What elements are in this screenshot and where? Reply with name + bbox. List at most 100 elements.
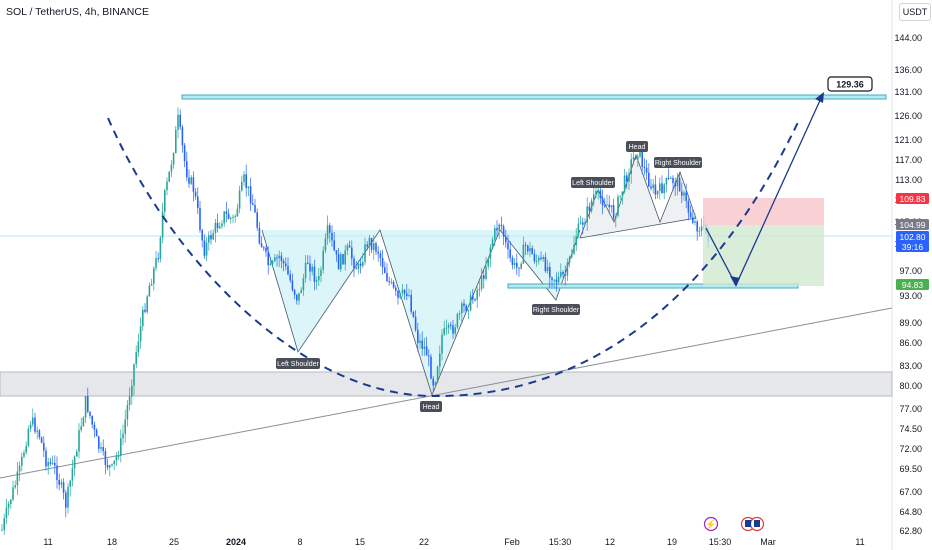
candle-body xyxy=(428,355,430,357)
candle-body xyxy=(18,465,21,472)
candle-body xyxy=(663,184,665,194)
candle-body xyxy=(639,150,641,157)
candle-body xyxy=(597,190,599,192)
candle-body xyxy=(698,230,701,232)
candle-body xyxy=(555,279,558,283)
lightning-event-icon[interactable] xyxy=(703,516,719,532)
candle-body xyxy=(571,253,573,258)
candle-body xyxy=(313,266,316,282)
flag-detail-1 xyxy=(745,520,751,527)
candle-body xyxy=(245,174,247,188)
candle-body xyxy=(271,261,274,264)
candle-body xyxy=(491,239,494,248)
candle-body xyxy=(280,255,283,261)
candle-body xyxy=(60,482,63,485)
candle-body xyxy=(197,196,199,209)
candle-body xyxy=(650,186,652,189)
candle-body xyxy=(454,327,456,334)
candle-body xyxy=(300,290,302,293)
candle-body xyxy=(234,216,236,218)
candle-body xyxy=(139,326,142,342)
candle-body xyxy=(216,222,219,229)
candle-body xyxy=(397,290,399,298)
candle-body xyxy=(516,262,518,268)
candle-body xyxy=(183,145,186,162)
candle-body xyxy=(157,258,159,260)
candle-body xyxy=(476,289,478,300)
candle-body xyxy=(608,204,610,208)
candle-body xyxy=(500,224,503,227)
candle-body xyxy=(58,480,60,485)
arrow-down-head xyxy=(730,276,740,287)
candle-body xyxy=(542,256,544,260)
y-tick-label: 69.50 xyxy=(899,464,922,474)
candles xyxy=(1,107,709,535)
candle-body xyxy=(601,197,604,206)
candle-body xyxy=(694,221,696,223)
price-tag-label: 39:16 xyxy=(902,242,924,252)
candle-body xyxy=(518,267,520,269)
candle-body xyxy=(375,243,377,252)
candle-body xyxy=(377,251,379,254)
x-tick-label: 8 xyxy=(297,537,302,547)
candle-body xyxy=(577,223,580,237)
candle-body xyxy=(700,226,703,231)
candle-body xyxy=(685,192,687,202)
candle-body xyxy=(7,504,10,508)
candle-body xyxy=(359,263,362,266)
candle-body xyxy=(238,190,241,209)
candle-body xyxy=(406,293,408,296)
candle-body xyxy=(205,242,208,256)
candle-body xyxy=(401,289,404,294)
candle-body xyxy=(373,243,375,250)
rising-trendline xyxy=(0,307,893,479)
candle-body xyxy=(192,177,195,192)
candle-body xyxy=(586,206,588,223)
candle-body xyxy=(142,309,144,327)
candle-body xyxy=(447,324,450,328)
candle-body xyxy=(533,254,536,262)
candle-body xyxy=(676,177,679,187)
candle-body xyxy=(201,230,203,241)
candle-body xyxy=(267,251,269,266)
y-tick-label: 136.00 xyxy=(894,65,922,75)
candle-body xyxy=(109,465,111,468)
candle-body xyxy=(513,262,516,265)
candle-body xyxy=(100,447,102,449)
candle-body xyxy=(617,196,619,216)
candle-body xyxy=(260,243,263,248)
candle-body xyxy=(243,174,245,182)
candle-body xyxy=(502,226,505,237)
currency-unit-button[interactable]: USDT xyxy=(899,3,931,21)
target-label: 129.36 xyxy=(836,80,864,90)
candle-body xyxy=(150,283,153,286)
candle-body xyxy=(225,211,228,215)
candle-body xyxy=(386,273,388,282)
projection-arrows xyxy=(705,95,823,286)
right-shoulder-fill xyxy=(500,230,580,300)
y-tick-label: 97.00 xyxy=(899,266,922,276)
y-tick-label: 89.00 xyxy=(899,318,922,328)
candle-body xyxy=(478,288,481,290)
candle-body xyxy=(91,415,93,425)
candle-body xyxy=(469,295,472,311)
candle-body xyxy=(648,172,650,187)
candle-body xyxy=(637,156,639,160)
candle-body xyxy=(67,486,69,508)
price-tag-label: 94.83 xyxy=(902,280,924,290)
candle-body xyxy=(190,177,192,184)
candle-body xyxy=(346,245,349,251)
candle-body xyxy=(584,222,586,225)
candle-body xyxy=(113,460,115,465)
candle-body xyxy=(153,268,155,284)
candle-body xyxy=(124,419,126,434)
candle-body xyxy=(278,255,280,259)
candle-body xyxy=(318,275,320,281)
candle-body xyxy=(538,257,540,261)
price-tag-bg xyxy=(896,241,929,252)
candle-body xyxy=(564,274,566,276)
x-tick-label: 22 xyxy=(419,537,429,547)
candle-body xyxy=(230,217,232,219)
candle-body xyxy=(381,258,384,268)
